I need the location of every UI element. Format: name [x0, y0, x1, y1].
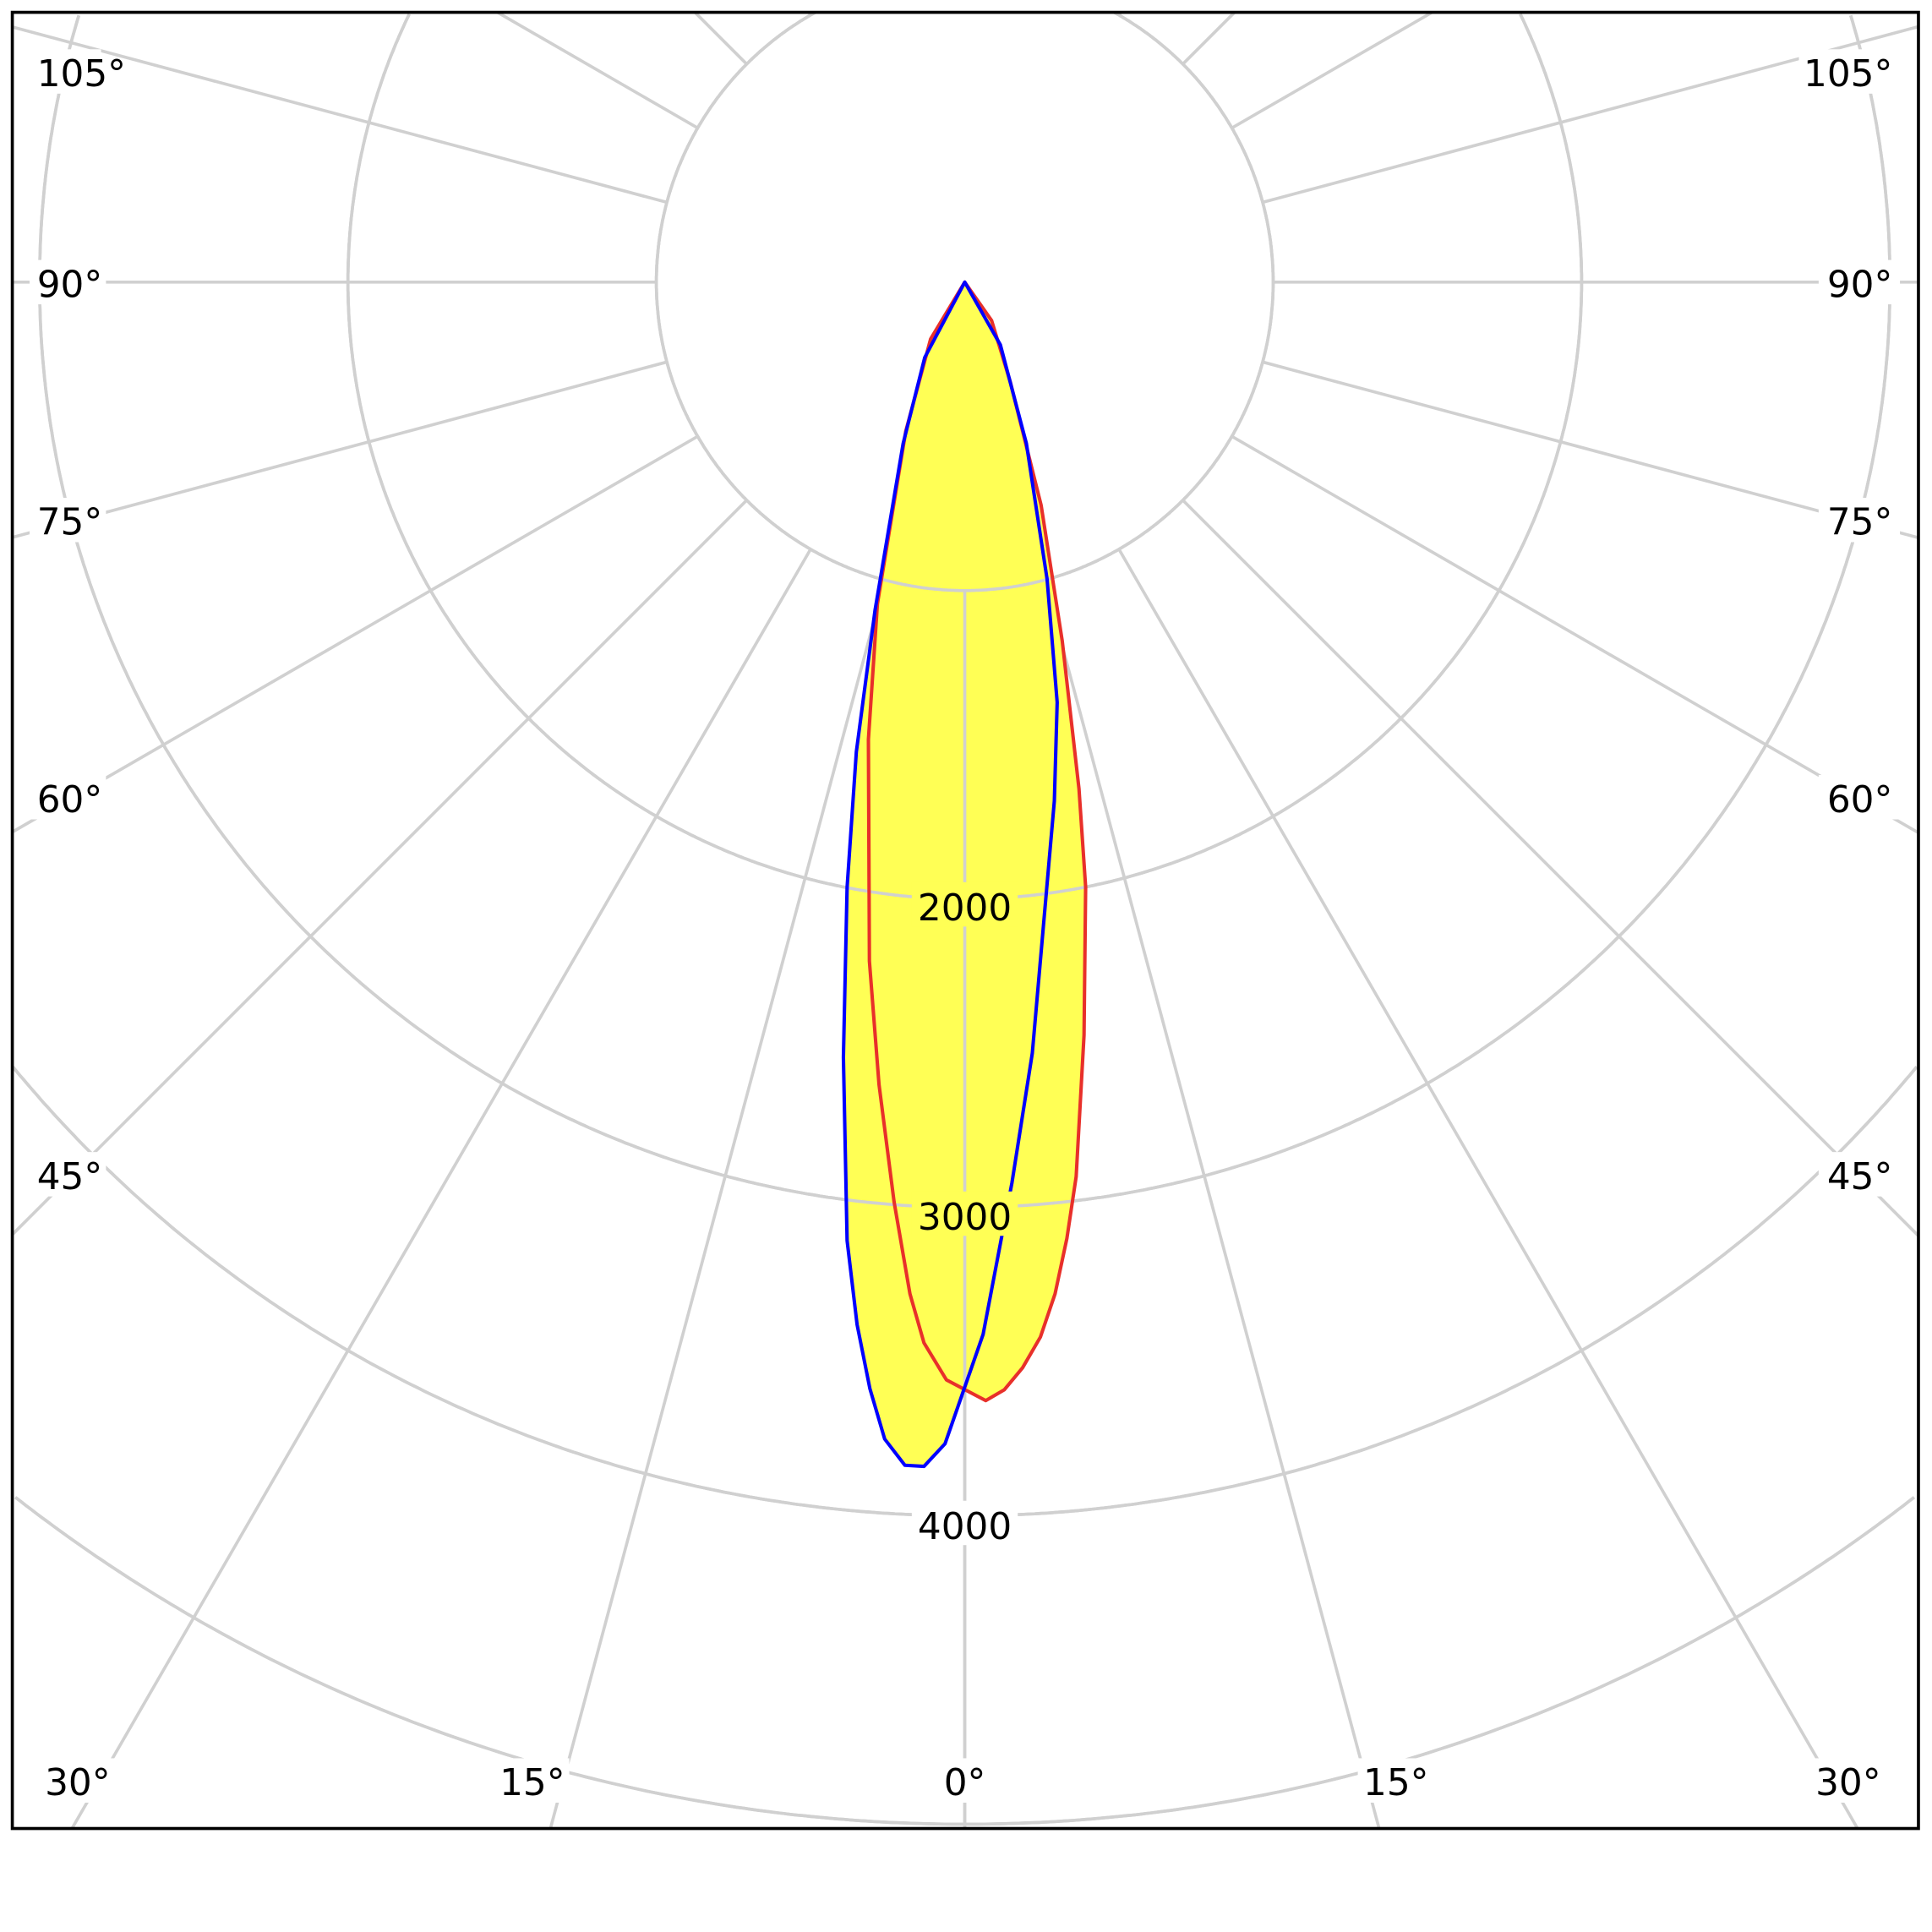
- radial-label-3000: 3000: [911, 1191, 1018, 1239]
- radial-tick-label: 3000: [918, 1196, 1012, 1239]
- chart-frame: [10, 10, 1920, 1831]
- bottom-angle-label-30-right: 30°: [1811, 1758, 1888, 1804]
- right-angle-label-45: 45°: [1818, 1152, 1901, 1198]
- left-angle-label-105: 105°: [29, 49, 126, 96]
- left-angle-label-90: 90°: [29, 259, 106, 306]
- angle-label: 0°: [944, 1761, 986, 1804]
- intensity-curve-2: [841, 280, 1059, 1469]
- grid-spoke: [11, 434, 699, 834]
- angle-labels: 105° 90° 75° 60° 45° 105° 90° 75° 60° 45…: [29, 49, 1901, 1804]
- right-angle-label-105: 105°: [1798, 49, 1901, 96]
- radial-tick-label: 2000: [918, 887, 1012, 930]
- grid-ring-overlay: [346, 14, 1584, 901]
- angle-label: 90°: [1827, 263, 1893, 306]
- grid-spoke: [1231, 11, 1433, 129]
- angle-label: 60°: [37, 778, 103, 821]
- bottom-angle-label-15-right: 15°: [1357, 1758, 1435, 1804]
- angle-label: 15°: [1363, 1761, 1429, 1804]
- angle-label: 45°: [1827, 1155, 1893, 1198]
- angle-label: 75°: [1827, 501, 1893, 544]
- intensity-curve-1: [866, 280, 1088, 1403]
- angle-label: 30°: [45, 1761, 111, 1804]
- grid-spoke: [496, 11, 699, 129]
- angle-label: 105°: [37, 52, 126, 96]
- grid-spoke: [693, 11, 748, 66]
- radial-tick-label: 4000: [918, 1505, 1012, 1548]
- angle-label: 75°: [37, 501, 103, 544]
- grid-spoke: [12, 25, 668, 205]
- grid-spoke: [1182, 11, 1236, 66]
- right-angle-label-60: 60°: [1818, 775, 1901, 821]
- grid-ring-overlay: [654, 11, 1275, 592]
- grid-spoke: [70, 548, 812, 1830]
- left-angle-label-45: 45°: [29, 1152, 106, 1198]
- left-angle-label-75: 75°: [29, 497, 106, 544]
- left-angle-label-60: 60°: [29, 775, 106, 821]
- right-angle-label-90: 90°: [1818, 259, 1901, 306]
- angle-label: 60°: [1827, 778, 1893, 821]
- angle-label: 105°: [1804, 52, 1892, 96]
- grid-spoke: [11, 499, 748, 1236]
- grid-spoke: [1262, 360, 1919, 539]
- intensity-fill: [843, 281, 1057, 1467]
- radial-label-4000: 4000: [911, 1500, 1018, 1548]
- radial-tick-labels: 2000 3000 4000: [911, 881, 1018, 1548]
- grid-spoke: [1117, 548, 1859, 1830]
- grid-spoke: [1231, 434, 1919, 834]
- right-angle-label-75: 75°: [1818, 497, 1901, 544]
- angle-label: 45°: [37, 1155, 103, 1198]
- grid-spoke: [12, 360, 668, 539]
- angle-label: 15°: [499, 1761, 565, 1804]
- bottom-angle-label-15-left: 15°: [493, 1758, 570, 1804]
- grid-spoke: [548, 579, 887, 1830]
- grid-spoke: [1182, 499, 1920, 1237]
- angle-label: 30°: [1815, 1761, 1881, 1804]
- grid-spoke: [1043, 579, 1381, 1830]
- angle-label: 90°: [37, 263, 103, 306]
- radial-label-2000: 2000: [911, 881, 1018, 930]
- bottom-angle-label-0: 0°: [936, 1758, 994, 1804]
- grid-overlay: [11, 11, 1918, 1829]
- bottom-angle-label-30-left: 30°: [39, 1758, 117, 1804]
- intensity-curves: [11, 11, 1918, 1829]
